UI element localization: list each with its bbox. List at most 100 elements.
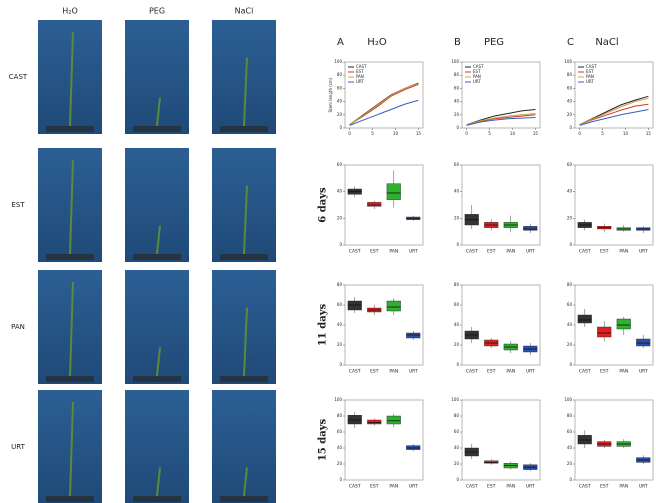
box <box>387 301 401 311</box>
x-tick-label: 5 <box>371 131 374 136</box>
y-tick-label: 20 <box>454 342 460 347</box>
plant-photo <box>212 390 276 503</box>
category-label: EST <box>487 369 496 375</box>
pot-base <box>46 376 94 382</box>
category-label: CAST <box>579 249 591 255</box>
y-tick-label: 40 <box>454 99 460 104</box>
y-axis-label: Stem length (cm) <box>328 77 333 112</box>
y-tick-label: 0 <box>456 242 459 247</box>
plot-frame <box>345 285 423 365</box>
category-label: URT <box>409 249 418 255</box>
plot-frame <box>575 285 653 365</box>
category-label: URT <box>409 369 418 375</box>
box <box>406 333 420 338</box>
plot-frame <box>345 400 423 480</box>
y-tick-label: 60 <box>567 302 573 307</box>
category-label: PAN <box>506 484 515 490</box>
category-label: EST <box>370 369 379 375</box>
category-label: PAN <box>619 369 628 375</box>
category-label: CAST <box>579 484 591 490</box>
category-label: EST <box>370 249 379 255</box>
y-tick-label: 100 <box>451 59 459 64</box>
plot-frame <box>345 165 423 245</box>
category-label: URT <box>639 484 648 490</box>
category-label: URT <box>526 249 535 255</box>
x-tick-label: 10 <box>623 131 629 136</box>
photo-row-label: URT <box>11 443 25 451</box>
y-tick-label: 40 <box>454 189 460 194</box>
category-label: URT <box>409 484 418 490</box>
y-tick-label: 40 <box>337 322 343 327</box>
x-tick-label: 10 <box>393 131 399 136</box>
panel-title: NaCl <box>595 37 618 48</box>
x-tick-label: 0 <box>578 131 581 136</box>
photo-column-label: NaCl <box>235 7 254 16</box>
legend-label: URT <box>473 79 481 84</box>
category-label: URT <box>639 369 648 375</box>
box <box>523 226 537 230</box>
y-tick-label: 0 <box>569 125 572 130</box>
category-label: EST <box>600 484 609 490</box>
y-tick-label: 0 <box>456 125 459 130</box>
category-label: EST <box>600 249 609 255</box>
y-tick-label: 20 <box>454 215 460 220</box>
legend-label: URT <box>586 79 594 84</box>
y-tick-label: 0 <box>339 242 342 247</box>
plant-photo <box>125 390 189 503</box>
category-label: PAN <box>619 484 628 490</box>
y-tick-label: 20 <box>454 112 460 117</box>
y-tick-label: 100 <box>564 397 572 402</box>
y-tick-label: 100 <box>451 397 459 402</box>
box <box>578 315 592 323</box>
legend-label: URT <box>356 79 364 84</box>
plot-frame <box>462 165 540 245</box>
y-tick-label: 100 <box>564 59 572 64</box>
photo-row-label: EST <box>11 201 25 209</box>
y-tick-label: 60 <box>337 162 343 167</box>
y-tick-label: 40 <box>567 445 573 450</box>
y-tick-label: 20 <box>567 342 573 347</box>
x-tick-label: 15 <box>533 131 539 136</box>
panel-title: PEG <box>484 37 504 48</box>
pot-base <box>46 126 94 132</box>
figure: H₂OPEGNaClCASTESTPANURT020406080100Stem … <box>0 0 656 503</box>
y-tick-label: 0 <box>339 362 342 367</box>
category-label: CAST <box>466 249 478 255</box>
y-tick-label: 80 <box>337 413 343 418</box>
category-label: PAN <box>389 484 398 490</box>
pot-base <box>220 254 268 260</box>
box <box>387 416 401 424</box>
y-tick-label: 20 <box>567 112 573 117</box>
x-tick-label: 5 <box>488 131 491 136</box>
y-tick-label: 100 <box>334 397 342 402</box>
y-tick-label: 0 <box>569 242 572 247</box>
y-tick-label: 40 <box>337 189 343 194</box>
category-label: CAST <box>466 484 478 490</box>
y-tick-label: 20 <box>567 461 573 466</box>
y-tick-label: 20 <box>337 461 343 466</box>
pot-base <box>220 376 268 382</box>
y-tick-label: 80 <box>567 72 573 77</box>
category-label: PAN <box>506 369 515 375</box>
y-tick-label: 20 <box>337 342 343 347</box>
y-tick-label: 0 <box>339 125 342 130</box>
photo-row-label: PAN <box>11 323 25 331</box>
y-tick-label: 40 <box>567 322 573 327</box>
y-tick-label: 0 <box>569 362 572 367</box>
y-tick-label: 60 <box>454 162 460 167</box>
plot-frame <box>575 165 653 245</box>
category-label: CAST <box>579 369 591 375</box>
y-tick-label: 60 <box>454 429 460 434</box>
panel-label: C <box>567 37 574 48</box>
y-tick-label: 0 <box>569 477 572 482</box>
y-tick-label: 40 <box>567 189 573 194</box>
y-tick-label: 20 <box>337 112 343 117</box>
category-label: URT <box>526 369 535 375</box>
y-tick-label: 60 <box>567 85 573 90</box>
pot-base <box>220 496 268 502</box>
y-tick-label: 20 <box>337 215 343 220</box>
pot-base <box>133 496 181 502</box>
box <box>387 184 401 200</box>
panel-label: B <box>454 37 461 48</box>
pot-base <box>220 126 268 132</box>
